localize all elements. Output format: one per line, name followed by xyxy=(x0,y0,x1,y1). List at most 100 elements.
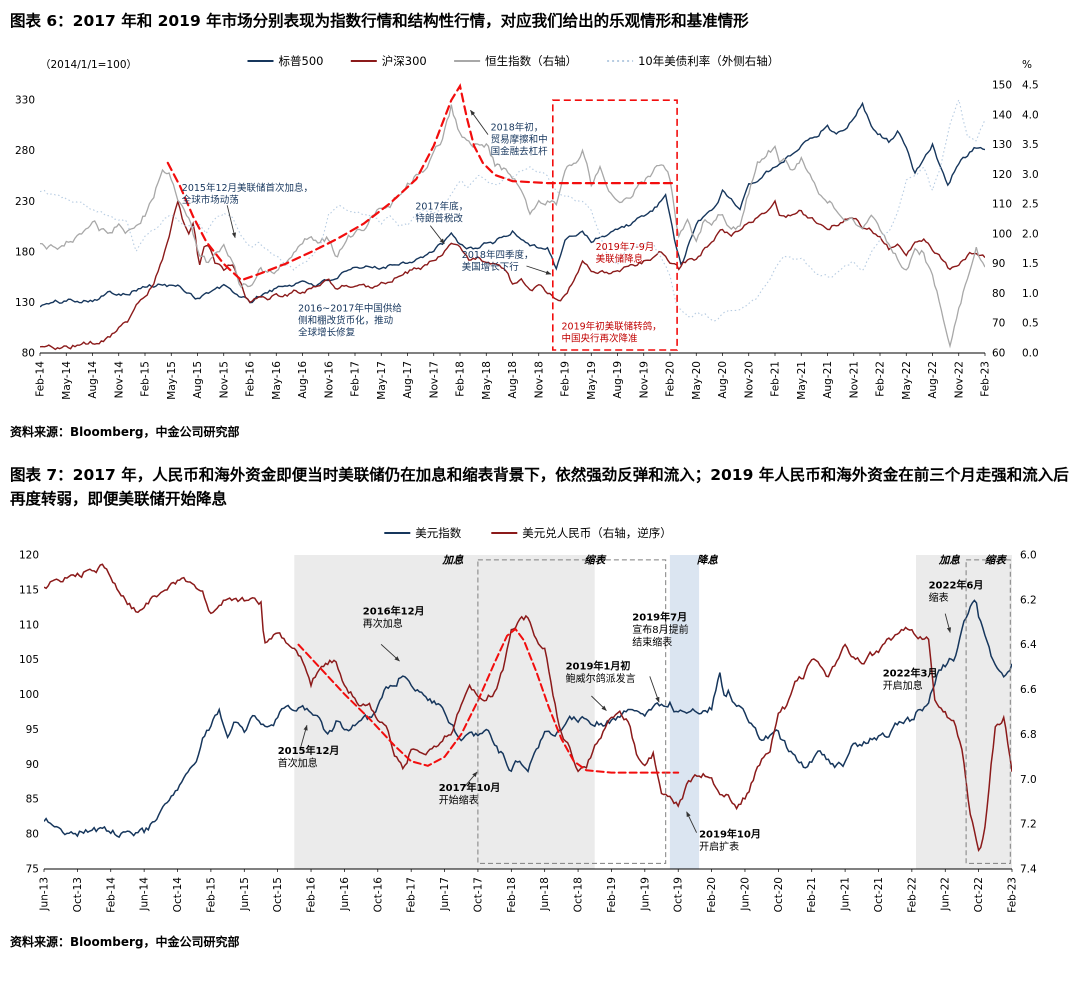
y-tick-label: 3.0 xyxy=(1022,169,1039,181)
left-axis-note: （2014/1/1=100） xyxy=(40,59,137,71)
series-line-3 xyxy=(40,98,985,322)
x-tick-label: Nov-20 xyxy=(743,361,755,398)
y-tick-label: 85 xyxy=(26,793,39,805)
series-line-1 xyxy=(40,199,985,351)
annotation: 2022年6月缩表 xyxy=(929,578,984,604)
annotation: 加息 xyxy=(938,553,960,566)
x-tick-label: Feb-16 xyxy=(245,361,257,397)
annotation: 2019年10月开启扩表 xyxy=(699,827,761,853)
x-tick-label: Feb-17 xyxy=(406,877,418,913)
x-tick-label: Feb-20 xyxy=(665,361,677,397)
overlays xyxy=(166,83,678,352)
x-tick-label: Feb-15 xyxy=(140,361,152,397)
x-tick-label: Jun-19 xyxy=(639,877,651,912)
y-tick-label: 180 xyxy=(15,247,35,259)
x-tick-label: Jun-20 xyxy=(739,877,751,912)
annotation: 2019年7月宣布8月提前结束缩表 xyxy=(632,610,688,648)
legend-label: 沪深300 xyxy=(382,54,427,68)
y-tick-label: 95 xyxy=(26,724,39,736)
x-tick-label: Feb-21 xyxy=(770,361,782,397)
figure-7-source: 资料来源：Bloomberg，中金公司研究部 xyxy=(10,934,240,949)
x-tick-label: Feb-20 xyxy=(706,877,718,913)
legend-label: 美元指数 xyxy=(415,526,461,540)
outer-axis-unit: % xyxy=(1022,59,1032,71)
x-tick-label: Oct-16 xyxy=(372,876,384,912)
x-tick-label: Jun-22 xyxy=(940,877,952,912)
x-tick-label: Jun-15 xyxy=(239,877,251,912)
x-tick-label: May-19 xyxy=(586,361,598,400)
annotations: 2015年12月美联储首次加息，全球市场动荡 2018年初，贸易摩擦和中国金融去杠… xyxy=(182,110,662,345)
y-tick-label: 4.0 xyxy=(1022,110,1039,122)
x-tick-label: Feb-23 xyxy=(980,361,992,397)
x-tick-label: Feb-17 xyxy=(350,361,362,397)
annotation: 2022年3月开启加息 xyxy=(883,666,938,692)
x-tick-label: May-20 xyxy=(691,361,703,400)
x-tick-label: Oct-19 xyxy=(673,877,685,912)
overlays xyxy=(297,559,1011,864)
y-tick-label: 100 xyxy=(19,689,39,701)
x-tick-label: May-22 xyxy=(901,361,913,400)
annotation: 2019年7-9月美联储降息 xyxy=(596,241,655,265)
x-tick-label: Jun-14 xyxy=(139,876,151,911)
figure-6: 图表 6：2017 年和 2019 年市场分别表现为指数行情和结构性行情，对应我… xyxy=(10,10,1070,440)
x-tick-label: Jun-21 xyxy=(840,877,852,912)
annotation: 2019年初美联储转鸽，中国央行再次降准 xyxy=(562,321,662,345)
y-tick-label: 120 xyxy=(992,169,1012,181)
y-tick-label: 90 xyxy=(992,258,1005,270)
annotation: 2018年四季度，美国增长下行 xyxy=(462,249,534,273)
y-tick-label: 80 xyxy=(22,348,35,360)
legend-label: 10年美债利率（外侧右轴） xyxy=(638,54,779,68)
y-tick-label: 7.4 xyxy=(1020,863,1037,875)
x-tick-label: Jun-16 xyxy=(339,876,351,911)
x-tick-label: Aug-19 xyxy=(612,361,624,399)
shaded-bands xyxy=(294,554,1012,869)
x-tick-label: Jun-18 xyxy=(539,877,551,912)
y-tick-label: 70 xyxy=(992,318,1005,330)
y-tick-label: 6.6 xyxy=(1020,684,1037,696)
x-tick-label: Aug-21 xyxy=(822,361,834,399)
x-tick-label: Aug-14 xyxy=(87,361,99,399)
x-tick-label: Oct-21 xyxy=(873,877,885,912)
y-tick-label: 230 xyxy=(15,196,35,208)
x-tick-label: Oct-15 xyxy=(272,877,284,912)
x-tick-label: Feb-15 xyxy=(205,877,217,913)
y-tick-label: 90 xyxy=(26,759,39,771)
x-tick-label: Feb-19 xyxy=(560,361,572,397)
x-tick-label: Oct-18 xyxy=(573,877,585,912)
legend: 标普500 沪深300 恒生指数（右轴） 10年美债利率（外侧右轴） xyxy=(247,54,779,68)
series-line-0 xyxy=(44,598,1012,838)
x-tick-label: Oct-13 xyxy=(72,877,84,912)
annotation: 2017年10月开始缩表 xyxy=(439,781,501,807)
legend: 美元指数 美元兑人民币（右轴，逆序） xyxy=(384,526,672,540)
annotation: 降息 xyxy=(697,553,718,566)
x-tick-label: Jun-13 xyxy=(39,877,51,912)
x-tick-label: Aug-18 xyxy=(507,361,519,399)
y-tick-label: 150 xyxy=(992,80,1012,92)
y-tick-label: 80 xyxy=(26,828,39,840)
figure-6-title: 图表 6：2017 年和 2019 年市场分别表现为指数行情和结构性行情，对应我… xyxy=(10,12,749,30)
y-tick-label: 7.2 xyxy=(1020,818,1037,830)
y-tick-label: 330 xyxy=(15,95,35,107)
x-tick-label: Nov-21 xyxy=(848,361,860,398)
y-tick-label: 2.0 xyxy=(1022,229,1039,241)
x-tick-label: May-15 xyxy=(166,361,178,400)
report-page: 图表 6：2017 年和 2019 年市场分别表现为指数行情和结构性行情，对应我… xyxy=(10,10,1070,950)
y-tick-label: 1.5 xyxy=(1022,258,1039,270)
series-line-2 xyxy=(40,104,985,349)
x-tick-label: Oct-22 xyxy=(973,877,985,912)
x-tick-label: Feb-18 xyxy=(506,877,518,913)
annotation: 缩表 xyxy=(584,553,606,566)
annotation: 2016~2017年中国供给侧和棚改货币化，推动全球增长修复 xyxy=(298,303,402,339)
y-tick-label: 7.0 xyxy=(1020,774,1037,786)
annotation: 缩表 xyxy=(985,553,1007,566)
y-tick-label: 1.0 xyxy=(1022,288,1039,300)
annotation: 2015年12月美联储首次加息，全球市场动荡 xyxy=(182,182,313,206)
y-tick-label: 130 xyxy=(992,139,1012,151)
y-tick-label: 4.5 xyxy=(1022,80,1039,92)
x-tick-label: Feb-18 xyxy=(455,361,467,397)
x-tick-label: Oct-14 xyxy=(172,876,184,912)
x-tick-label: Nov-15 xyxy=(218,361,230,398)
annotation: 2017年底，特朗普税改 xyxy=(415,201,468,225)
y-tick-label: 120 xyxy=(19,549,39,561)
y-tick-label: 75 xyxy=(26,863,39,875)
